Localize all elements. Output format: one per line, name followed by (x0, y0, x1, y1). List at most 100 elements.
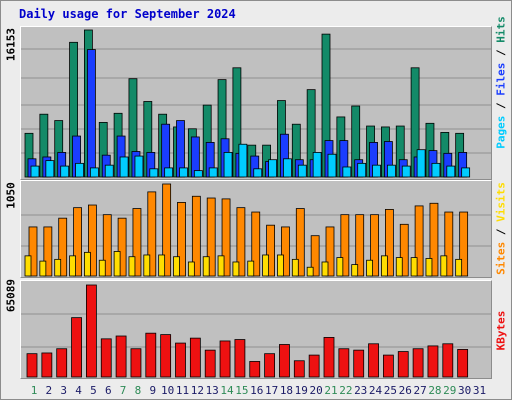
sites-bar (132, 208, 142, 277)
kbytes-bar (219, 340, 231, 378)
visits-bar (395, 257, 403, 277)
sites-bar (236, 207, 246, 277)
visits-bar (440, 255, 448, 277)
visits-bar (98, 259, 106, 277)
pages-bar (283, 158, 292, 178)
x-tick-label: 8 (135, 384, 142, 397)
pages-bar (386, 164, 396, 178)
kbytes-bar (412, 348, 424, 378)
x-tick-label: 1 (31, 384, 38, 397)
visits-bar (351, 264, 359, 277)
x-tick-label: 16 (250, 384, 263, 397)
x-tick-label: 4 (75, 384, 82, 397)
visits-bar (321, 261, 329, 277)
pages-bar (75, 162, 84, 178)
pages-bar (238, 143, 248, 178)
x-tick-label: 29 (443, 384, 456, 397)
x-tick-label: 26 (399, 384, 412, 397)
pages-bar (268, 159, 278, 178)
sites-bar (399, 223, 409, 277)
kbytes-bar (368, 343, 379, 378)
kbytes-bar (308, 354, 320, 378)
visits-bar (455, 258, 463, 277)
sites-bar (310, 235, 320, 277)
sites-bar (117, 217, 127, 277)
visits-bar (217, 255, 225, 277)
sites-bar (384, 209, 394, 277)
x-tick-label: 17 (265, 384, 278, 397)
pages-bar (297, 164, 307, 178)
x-tick-label: 18 (280, 384, 293, 397)
pages-bar (223, 152, 233, 178)
kbytes-bar (427, 345, 439, 378)
visits-bar (202, 256, 210, 277)
pages-bar (342, 166, 352, 178)
visits-bar (277, 254, 284, 277)
sites-bar (414, 205, 424, 277)
visits-bar (39, 260, 47, 277)
pages-bar (312, 152, 322, 178)
sites-bar (43, 226, 53, 277)
visits-bar (425, 258, 433, 277)
pages-bar (461, 167, 471, 178)
sites-bar (281, 226, 290, 277)
x-tick-label: 24 (369, 384, 383, 397)
x-tick-label: 2 (46, 384, 53, 397)
sites-bar (325, 226, 335, 277)
pages-bar (45, 160, 55, 178)
x-tick-label: 20 (310, 384, 323, 397)
visits-bar (187, 261, 195, 277)
x-tick-label: 14 (220, 384, 234, 397)
x-tick-label: 12 (191, 384, 204, 397)
kbytes-bar (397, 351, 409, 378)
kbytes-bar (353, 349, 365, 378)
visits-bar (84, 251, 91, 277)
sites-bar (370, 214, 379, 277)
sites-bar (459, 211, 469, 277)
sites-bar (58, 217, 68, 277)
x-tick-label: 21 (324, 384, 337, 397)
x-tick-label: 15 (235, 384, 248, 397)
kbytes-bar (382, 354, 394, 378)
x-tick-label: 11 (176, 384, 189, 397)
kbytes-bar (26, 353, 38, 378)
kbytes-bar (175, 342, 186, 378)
kbytes-bar (130, 348, 142, 378)
pages-bar (208, 167, 218, 178)
x-tick-label: 25 (384, 384, 397, 397)
visits-bar (410, 257, 418, 277)
x-tick-label: 31 (473, 384, 486, 397)
sites-bar (251, 211, 261, 277)
pages-bar (327, 153, 337, 178)
kbytes-bar (115, 335, 127, 378)
visits-bar (173, 256, 180, 277)
kbytes-bar (279, 344, 290, 378)
x-tick-label: 22 (339, 384, 352, 397)
kbytes-bar (204, 349, 216, 378)
x-tick-label: 23 (354, 384, 367, 397)
kbytes-bar (100, 338, 112, 378)
visits-bar (291, 258, 299, 277)
visits-bar (113, 251, 121, 277)
sites-bar (177, 201, 186, 277)
pages-bar (179, 167, 188, 178)
visits-bar (247, 260, 255, 277)
visits-bar (366, 259, 373, 277)
pages-bar (90, 167, 99, 178)
pages-bar (149, 168, 159, 178)
kbytes-bar (323, 337, 335, 378)
kbytes-bar (41, 352, 53, 378)
pages-bar (30, 165, 40, 178)
kbytes-bar (56, 348, 68, 378)
pages-bar (253, 168, 263, 178)
sites-bar (266, 224, 276, 277)
kbytes-bar (234, 339, 246, 378)
kbytes-bar (71, 317, 82, 378)
visits-bar (380, 255, 388, 277)
sites-bar (102, 214, 112, 277)
kbytes-bar (457, 349, 469, 378)
kbytes-bar (293, 360, 305, 378)
sites-bar (73, 207, 82, 277)
pages-bar (416, 149, 426, 178)
x-tick-label: 7 (120, 384, 127, 397)
